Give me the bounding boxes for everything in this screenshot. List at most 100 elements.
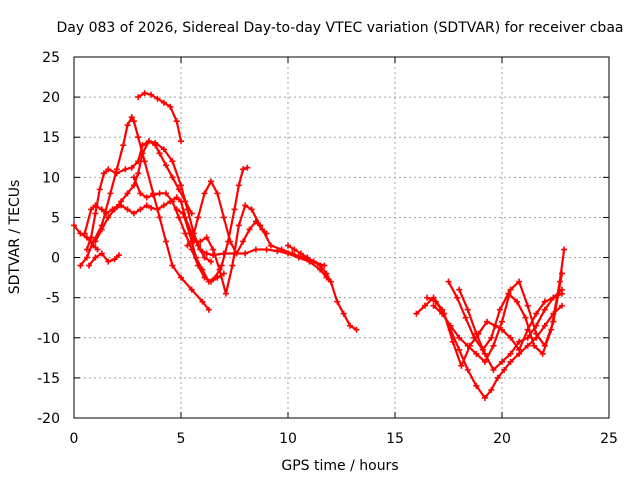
data-point-marker [94,246,101,253]
series-arc-g [135,90,184,145]
data-point-marker [124,122,131,129]
data-point-marker [81,230,88,237]
data-point-marker [210,246,217,253]
data-point-marker [235,222,242,229]
data-point-marker [531,342,538,349]
data-point-marker [105,258,112,265]
data-point-marker [499,318,505,325]
y-tick-label: -5 [46,291,60,307]
data-point-marker [456,286,463,293]
data-point-marker [160,99,167,106]
data-point-marker [130,210,137,217]
data-point-marker [192,254,199,261]
data-point-marker [490,342,497,349]
data-point-marker [169,262,176,269]
data-point-marker [289,250,296,257]
data-point-marker [156,150,163,157]
data-point-marker [267,242,274,249]
data-point-marker [103,210,110,217]
data-point-marker [201,254,208,261]
data-point-marker [561,246,568,253]
data-point-marker [115,252,122,259]
data-point-marker [340,310,347,317]
data-point-marker [178,138,184,145]
data-point-marker [501,366,508,373]
data-point-marker [130,174,137,181]
data-point-marker [190,238,197,245]
data-point-marker [207,258,214,265]
data-point-marker [524,334,531,341]
data-point-marker [135,94,142,101]
data-point-marker [550,294,557,301]
data-point-marker [154,206,161,213]
data-point-marker [92,238,99,245]
data-point-marker [424,294,431,301]
y-tick-label: 25 [42,50,60,66]
plot-frame [73,56,610,419]
y-tick-label: -10 [37,331,60,347]
data-point-marker [173,118,180,125]
data-point-marker [421,302,428,309]
data-point-marker [310,258,317,265]
data-point-marker [143,194,150,201]
data-point-marker [473,382,480,389]
data-point-marker [139,150,146,157]
data-point-marker [507,350,514,357]
data-point-marker [96,186,103,193]
data-point-marker [488,386,495,393]
data-point-marker [242,202,249,209]
data-point-marker [353,326,360,333]
data-point-marker [130,118,137,125]
data-point-marker [156,214,163,221]
series-arc-m [413,294,565,401]
data-point-marker [541,342,548,349]
data-point-marker [464,366,471,373]
data-point-marker [156,190,163,197]
data-point-marker [203,250,210,257]
data-point-marker [449,338,456,345]
data-point-marker [507,358,514,365]
data-point-marker [456,346,463,353]
data-point-marker [143,202,150,209]
data-point-marker [178,274,184,281]
data-point-marker [141,90,148,97]
y-tick-label: 0 [51,251,60,267]
series-arc-l [285,242,360,333]
data-point-marker [524,342,531,349]
data-point-marker [175,186,182,193]
data-point-marker [240,238,247,245]
data-point-marker [128,164,135,171]
data-point-marker [220,270,227,277]
data-point-marker [522,314,529,321]
series-arc-p [430,270,565,365]
data-point-marker [494,374,501,381]
data-point-marker [481,350,488,357]
grid [74,57,609,418]
data-point-marker [334,298,341,305]
data-point-marker [154,95,161,102]
data-point-marker [458,362,465,369]
data-point-marker [533,330,540,337]
data-point-marker [141,158,148,165]
data-point-marker [430,302,437,309]
data-point-marker [473,350,480,357]
data-point-marker [167,103,174,110]
data-point-marker [107,190,114,197]
x-tick-label: 10 [279,431,297,447]
x-tick-label: 25 [600,431,618,447]
series-arc-q [456,286,565,373]
data-point-marker [124,206,131,213]
data-point-marker [105,166,112,173]
series-line [415,296,563,399]
series-arc-c [83,138,334,285]
data-point-marker [178,198,184,205]
data-point-marker [484,318,491,325]
data-point-marker [454,294,461,301]
data-point-marker [169,174,176,181]
data-point-marker [85,262,92,269]
data-point-marker [507,286,514,293]
data-point-marker [516,278,523,285]
y-tick-label: 10 [42,170,60,186]
data-point-marker [111,206,118,213]
